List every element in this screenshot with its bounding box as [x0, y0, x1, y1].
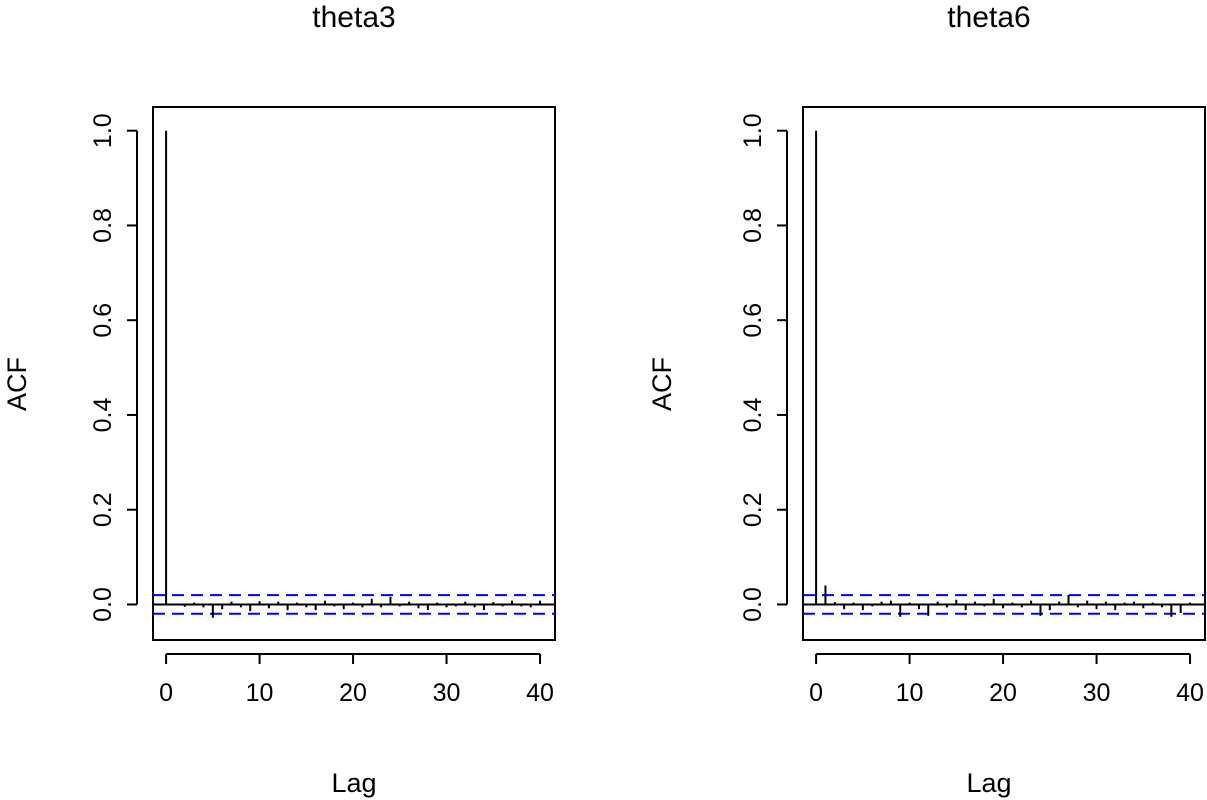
y-tick-label: 0.8 [739, 208, 767, 243]
y-tick-label: 0.6 [89, 303, 117, 338]
plot-area: 0 10 20 30 40 0.0 0.2 0.4 0.6 0.8 1.0 [739, 106, 1206, 707]
x-tick-label: 40 [1176, 679, 1204, 707]
y-tick-label: 0.4 [89, 397, 117, 432]
y-tick-label: 0.2 [739, 492, 767, 527]
x-tick-label: 0 [159, 679, 173, 707]
x-tick-label: 40 [526, 679, 554, 707]
y-tick-label: 1.0 [89, 113, 117, 148]
x-tick-label: 20 [989, 679, 1017, 707]
x-tick-label: 20 [339, 679, 367, 707]
y-tick-label: 0.8 [89, 208, 117, 243]
plot-frame [802, 106, 1206, 641]
y-tick-label: 0.4 [739, 397, 767, 432]
x-axis-label: Lag [331, 768, 376, 798]
y-axis-label: ACF [2, 357, 32, 411]
x-tick-label: 10 [246, 679, 274, 707]
y-tick-label: 0.0 [739, 587, 767, 622]
x-tick-label: 10 [896, 679, 924, 707]
y-tick-label: 1.0 [739, 113, 767, 148]
y-tick-label: 0.6 [739, 303, 767, 338]
x-axis-label: Lag [966, 768, 1011, 798]
x-tick-label: 30 [433, 679, 461, 707]
y-tick-label: 0.2 [89, 492, 117, 527]
x-tick-label: 30 [1083, 679, 1111, 707]
plot-frame [152, 106, 556, 641]
y-axis-label: ACF [647, 357, 677, 411]
chart-title: theta3 [312, 1, 395, 34]
y-tick-label: 0.0 [89, 587, 117, 622]
x-tick-label: 0 [809, 679, 823, 707]
acf-panel-theta3: theta3 ACF Lag 0 10 20 30 40 0.0 0.2 0.4 0.6 0.8 1… [2, 1, 556, 798]
plot-area: 0 10 20 30 40 0.0 0.2 0.4 0.6 0.8 1.0 [89, 106, 556, 707]
acf-panel-theta6: theta6 ACF Lag 0 10 20 30 40 0.0 0.2 0.4 0.6 0.8 1… [647, 1, 1206, 798]
chart-title: theta6 [947, 1, 1030, 34]
